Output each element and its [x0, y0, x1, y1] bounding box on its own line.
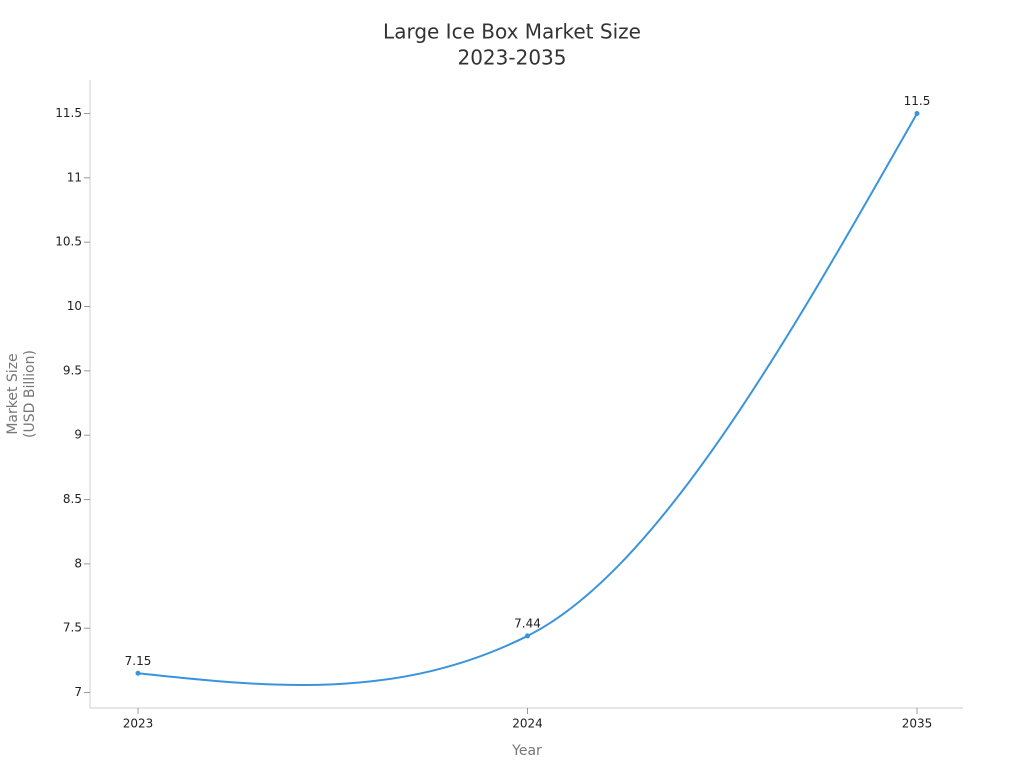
y-axis-label-line: (USD Billion) — [22, 350, 38, 438]
y-tick-label: 9 — [74, 428, 82, 442]
y-tick-label: 11 — [67, 170, 82, 184]
y-tick-label: 9.5 — [63, 363, 82, 377]
x-tick-label: 2023 — [123, 717, 154, 731]
y-tick-label: 7.5 — [63, 621, 82, 635]
point — [914, 110, 920, 116]
y-tick-label: 10 — [67, 299, 82, 313]
y-tick-label: 10.5 — [55, 235, 82, 249]
line — [137, 112, 918, 687]
y-axis-label: Market Size (USD Billion) — [5, 350, 38, 438]
data-label: 7.15 — [125, 654, 152, 668]
chart-subtitle: 2023-2035 — [457, 46, 566, 70]
x-axis-label: Year — [511, 743, 542, 759]
y-tick-label: 8.5 — [63, 492, 82, 506]
chart-title: Large Ice Box Market Size — [383, 20, 641, 44]
x-tick-label: 2024 — [512, 717, 543, 731]
data-label: 11.5 — [904, 94, 931, 108]
y-tick-label: 7 — [74, 685, 82, 699]
point — [525, 633, 530, 639]
y-tick-label: 11.5 — [55, 106, 82, 120]
x-tick-label: 2035 — [902, 717, 933, 731]
point — [135, 670, 141, 676]
y-tick-label: 8 — [74, 556, 82, 570]
y-axis-label-line: Market Size — [5, 353, 21, 434]
data-label: 7.44 — [514, 616, 541, 630]
